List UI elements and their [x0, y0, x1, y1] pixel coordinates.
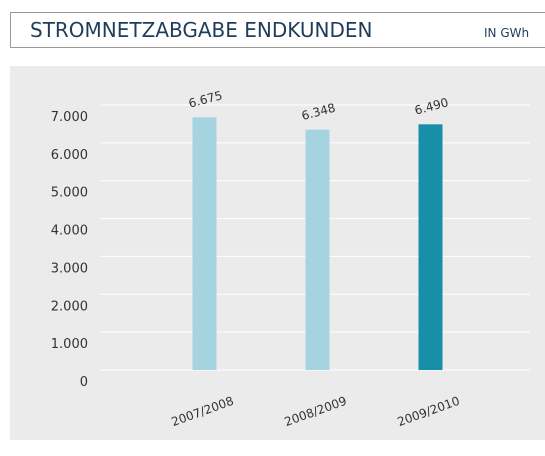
y-tick-label: 5.000: [51, 186, 88, 201]
y-tick-label: 0: [80, 375, 88, 390]
y-tick-label: 4.000: [51, 224, 88, 239]
y-tick-label: 3.000: [51, 261, 88, 276]
y-tick-label: 6.000: [51, 148, 88, 163]
unit-label: IN GWh: [484, 26, 529, 40]
y-tick-label: 7.000: [51, 110, 88, 125]
y-tick-label: 2.000: [51, 299, 88, 314]
bar: [306, 130, 330, 370]
y-tick-label: 1.000: [51, 337, 88, 352]
bar: [193, 117, 217, 370]
bar: [419, 124, 443, 370]
chart-title: STROMNETZABGABE ENDKUNDEN: [30, 18, 372, 42]
plot-background: [10, 66, 545, 440]
